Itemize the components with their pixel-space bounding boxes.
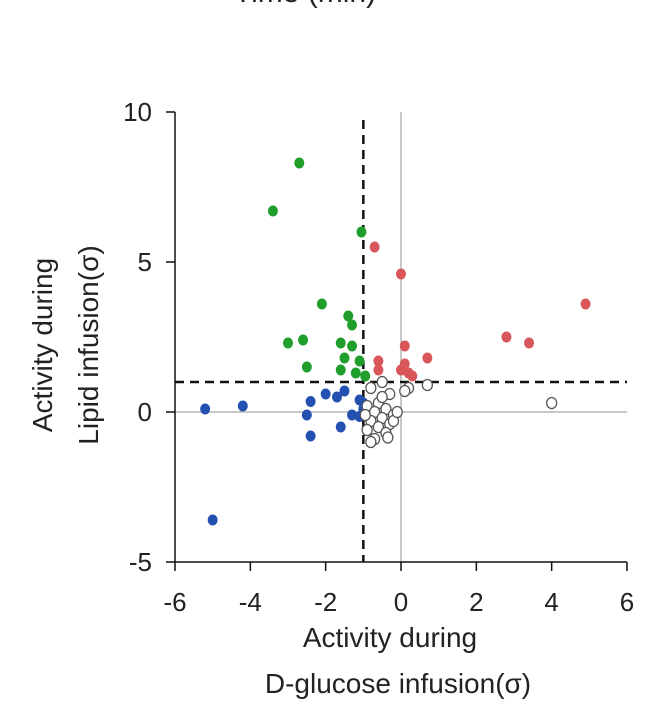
data-point [360, 370, 371, 382]
data-point [396, 268, 406, 280]
data-point [200, 403, 211, 415]
data-point [369, 241, 380, 253]
data-point [283, 337, 293, 349]
data-point [373, 364, 384, 376]
y-axis-title-line-2: Lipid infusion(σ) [73, 245, 104, 444]
data-point [331, 391, 342, 403]
data-point [339, 385, 350, 397]
data-point [339, 352, 350, 364]
data-point [335, 337, 346, 349]
data-point [356, 226, 367, 238]
x-ticks: -6 -4 -2 0 2 4 6 [163, 562, 634, 617]
data-point [207, 514, 218, 526]
data-point [301, 409, 312, 421]
data-point [372, 420, 385, 434]
data-point [294, 157, 305, 169]
data-point [396, 364, 406, 376]
y-tick-label: 5 [138, 247, 152, 277]
data-point [320, 388, 331, 400]
x-axis-title-line-1: Activity during [303, 622, 477, 653]
x-tick-label: 6 [620, 587, 634, 617]
y-tick-label: 10 [123, 97, 152, 127]
data-point [365, 435, 377, 449]
data-point [391, 405, 403, 419]
data-point [335, 421, 346, 433]
x-tick-label: 0 [394, 587, 408, 617]
x-tick-label: -6 [163, 587, 186, 617]
top-text: Time (min) [234, 0, 376, 9]
data-point [316, 298, 327, 310]
y-axis-title-line-1: Activity during [27, 258, 58, 432]
x-tick-label: -4 [239, 587, 262, 617]
data-point [347, 340, 358, 352]
data-point [422, 352, 433, 364]
data-point [399, 384, 411, 398]
zero-lines [175, 112, 627, 562]
x-tick-label: -2 [314, 587, 337, 617]
data-point [267, 205, 278, 217]
x-tick-label: 2 [469, 587, 483, 617]
y-tick-label: 0 [138, 397, 152, 427]
data-point [359, 408, 371, 422]
data-point [305, 396, 316, 407]
data-point [399, 340, 410, 352]
data-point [373, 355, 384, 367]
data-point [350, 367, 361, 379]
x-tick-label: 4 [544, 587, 558, 617]
data-point [501, 331, 512, 343]
data-point [376, 375, 388, 389]
data-point [365, 381, 377, 395]
data-point [354, 355, 365, 367]
data-point [298, 334, 309, 346]
y-ticks: -5 0 5 10 [123, 97, 175, 577]
threshold-lines [175, 120, 627, 562]
data-point [335, 364, 346, 376]
data-point [237, 400, 248, 412]
data-point [347, 319, 358, 331]
data-point [376, 390, 388, 404]
data-point [347, 409, 358, 421]
data-point [580, 298, 591, 310]
data-points [200, 157, 591, 526]
data-point [361, 423, 373, 437]
data-point [524, 337, 535, 349]
y-tick-label: -5 [129, 547, 152, 577]
data-point [546, 396, 558, 410]
data-point [343, 310, 354, 322]
data-point [305, 430, 316, 442]
x-axis-title-line-2: D-glucose infusion(σ) [265, 668, 531, 699]
data-point [407, 370, 418, 382]
data-point [382, 431, 394, 444]
data-point [421, 378, 434, 392]
data-point [301, 361, 312, 373]
